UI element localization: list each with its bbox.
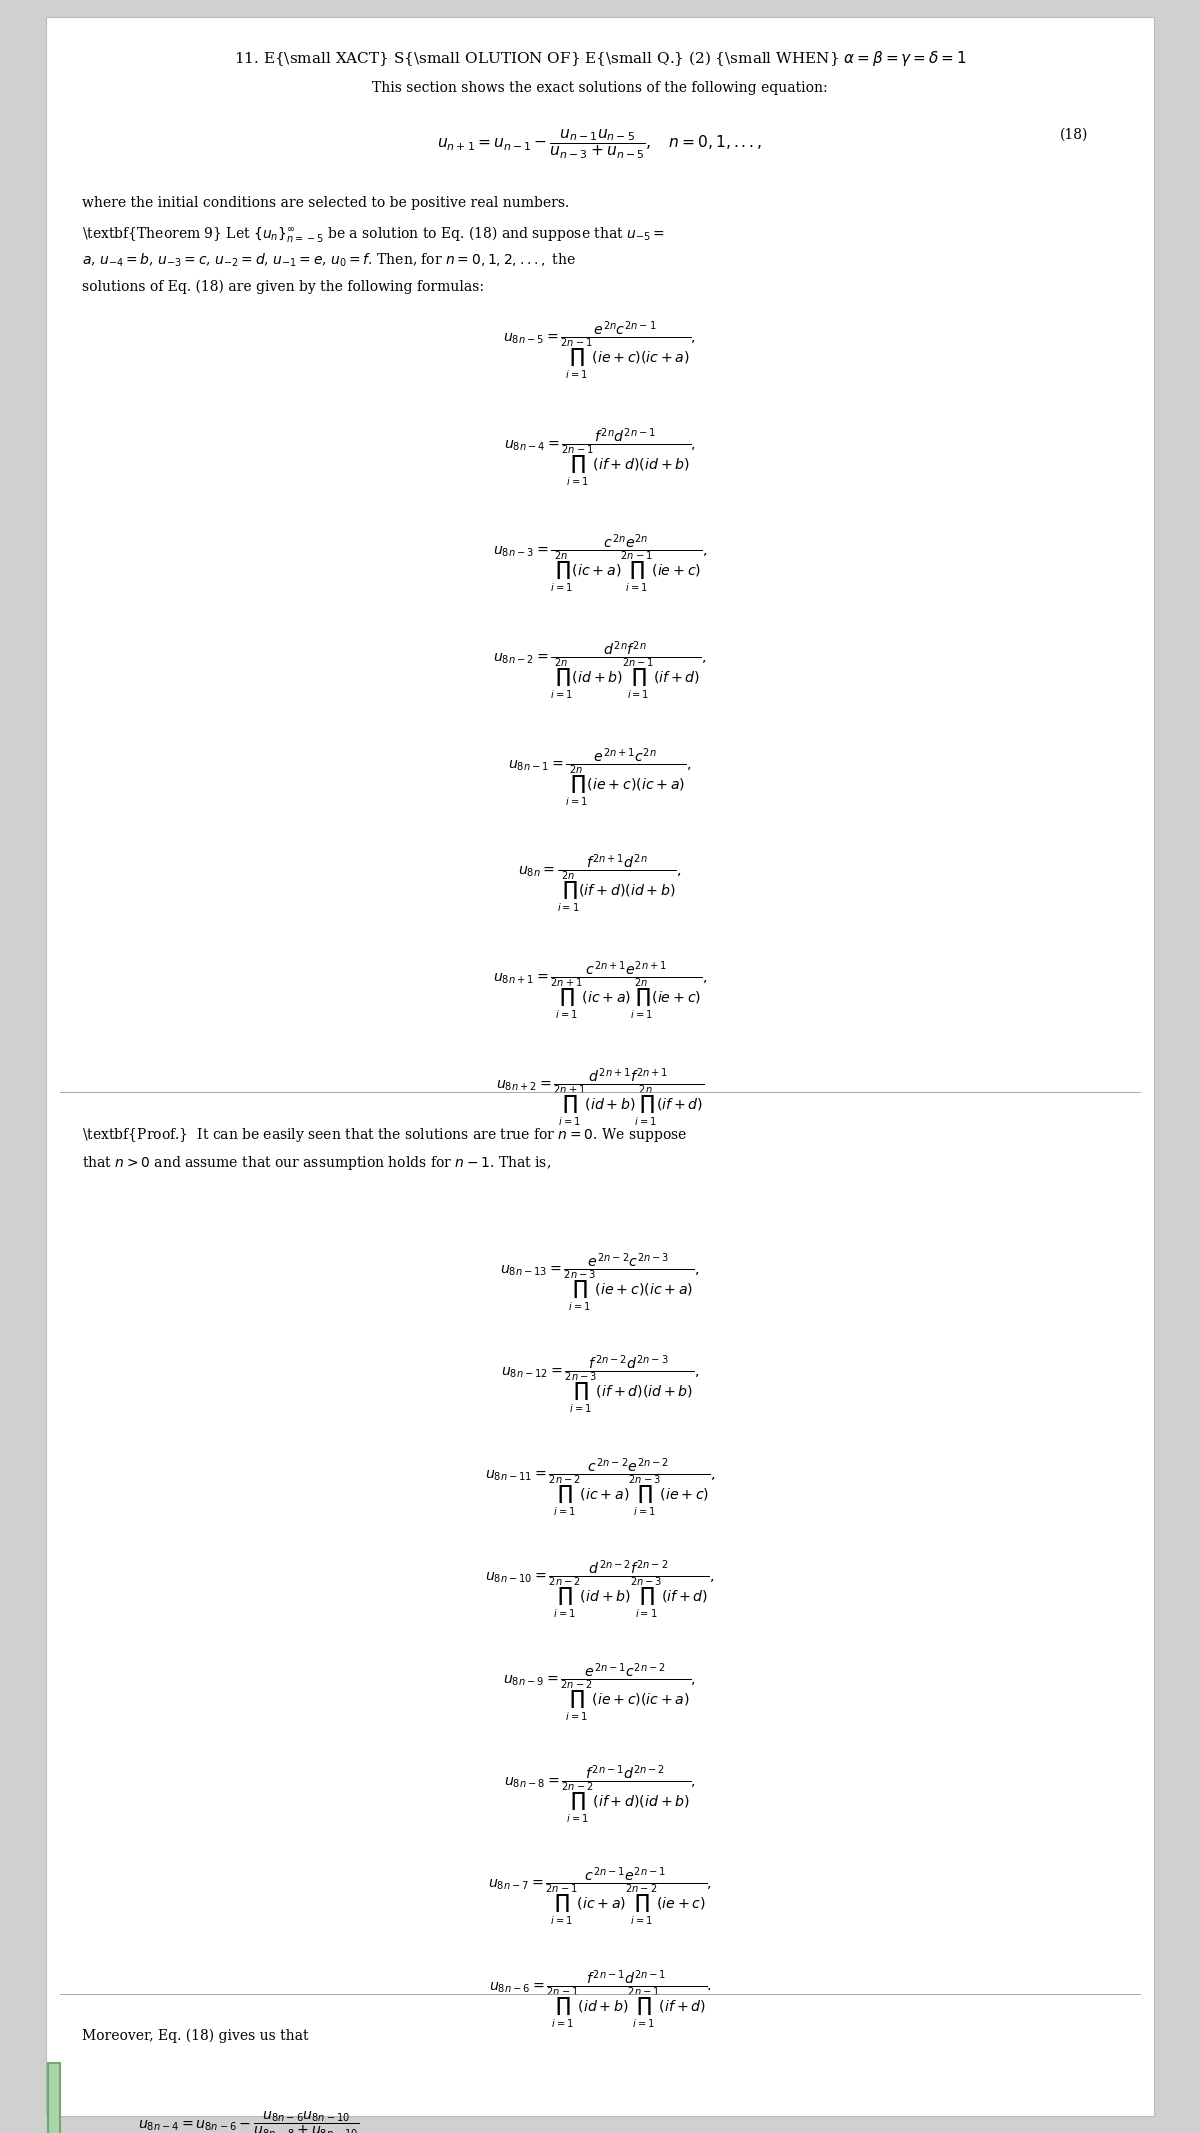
Text: Moreover, Eq. (18) gives us that: Moreover, Eq. (18) gives us that xyxy=(82,2028,308,2043)
Text: solutions of Eq. (18) are given by the following formulas:: solutions of Eq. (18) are given by the f… xyxy=(82,279,484,294)
Text: $u_{8n-3} = \dfrac{c^{2n}e^{2n}}{\prod_{i=1}^{2n}(ic+a)\prod_{i=1}^{2n-1}(ie+c)}: $u_{8n-3} = \dfrac{c^{2n}e^{2n}}{\prod_{… xyxy=(493,533,707,595)
Text: $u_{8n} = \dfrac{f^{2n+1}d^{2n}}{\prod_{i=1}^{2n}(if+d)(id+b)},$: $u_{8n} = \dfrac{f^{2n+1}d^{2n}}{\prod_{… xyxy=(518,853,682,915)
Text: $u_{8n-10} = \dfrac{d^{2n-2}f^{2n-2}}{\prod_{i=1}^{2n-2}(id+b)\prod_{i=1}^{2n-3}: $u_{8n-10} = \dfrac{d^{2n-2}f^{2n-2}}{\p… xyxy=(485,1559,715,1621)
Text: where the initial conditions are selected to be positive real numbers.: where the initial conditions are selecte… xyxy=(82,196,569,211)
Text: $u_{8n-13} = \dfrac{e^{2n-2}c^{2n-3}}{\prod_{i=1}^{2n-3}(ie+c)(ic+a)},$: $u_{8n-13} = \dfrac{e^{2n-2}c^{2n-3}}{\p… xyxy=(500,1252,700,1314)
Text: $u_{8n-11} = \dfrac{c^{2n-2}e^{2n-2}}{\prod_{i=1}^{2n-2}(ic+a)\prod_{i=1}^{2n-3}: $u_{8n-11} = \dfrac{c^{2n-2}e^{2n-2}}{\p… xyxy=(485,1457,715,1519)
Text: $u_{8n-8} = \dfrac{f^{2n-1}d^{2n-2}}{\prod_{i=1}^{2n-2}(if+d)(id+b)},$: $u_{8n-8} = \dfrac{f^{2n-1}d^{2n-2}}{\pr… xyxy=(504,1764,696,1826)
FancyBboxPatch shape xyxy=(46,17,1154,2116)
Text: $u_{n+1} = u_{n-1} - \dfrac{u_{n-1}u_{n-5}}{u_{n-3}+u_{n-5}}, \quad n=0,1,...,$: $u_{n+1} = u_{n-1} - \dfrac{u_{n-1}u_{n-… xyxy=(437,128,763,162)
FancyBboxPatch shape xyxy=(48,2063,60,2133)
Text: $u_{8n-4} = \dfrac{f^{2n}d^{2n-1}}{\prod_{i=1}^{2n-1}(if+d)(id+b)},$: $u_{8n-4} = \dfrac{f^{2n}d^{2n-1}}{\prod… xyxy=(504,427,696,488)
Text: $u_{8n+2} = \dfrac{d^{2n+1}f^{2n+1}}{\prod_{i=1}^{2n+1}(id+b)\prod_{i=1}^{2n}(if: $u_{8n+2} = \dfrac{d^{2n+1}f^{2n+1}}{\pr… xyxy=(496,1066,704,1128)
Text: $u_{8n-2} = \dfrac{d^{2n}f^{2n}}{\prod_{i=1}^{2n}(id+b)\prod_{i=1}^{2n-1}(if+d)}: $u_{8n-2} = \dfrac{d^{2n}f^{2n}}{\prod_{… xyxy=(493,640,707,702)
Text: $u_{8n-5} = \dfrac{e^{2n}c^{2n-1}}{\prod_{i=1}^{2n-1}(ie+c)(ic+a)},$: $u_{8n-5} = \dfrac{e^{2n}c^{2n-1}}{\prod… xyxy=(504,320,696,382)
Text: $u_{8n-12} = \dfrac{f^{2n-2}d^{2n-3}}{\prod_{i=1}^{2n-3}(if+d)(id+b)},$: $u_{8n-12} = \dfrac{f^{2n-2}d^{2n-3}}{\p… xyxy=(500,1354,700,1416)
Text: \textbf{Theorem 9} Let $\{u_n\}_{n=-5}^{\infty}$ be a solution to Eq. (18) and s: \textbf{Theorem 9} Let $\{u_n\}_{n=-5}^{… xyxy=(82,224,665,243)
Text: This section shows the exact solutions of the following equation:: This section shows the exact solutions o… xyxy=(372,81,828,96)
Text: $u_{8n-6} = \dfrac{f^{2n-1}d^{2n-1}}{\prod_{i=1}^{2n-1}(id+b)\prod_{i=1}^{2n-1}(: $u_{8n-6} = \dfrac{f^{2n-1}d^{2n-1}}{\pr… xyxy=(488,1969,712,2031)
Text: $a$, $u_{-4}=b$, $u_{-3}=c$, $u_{-2}=d$, $u_{-1}=e$, $u_0=f$. Then, for $n=0,1,2: $a$, $u_{-4}=b$, $u_{-3}=c$, $u_{-2}=d$,… xyxy=(82,252,576,269)
Text: $u_{8n-7} = \dfrac{c^{2n-1}e^{2n-1}}{\prod_{i=1}^{2n-1}(ic+a)\prod_{i=1}^{2n-2}(: $u_{8n-7} = \dfrac{c^{2n-1}e^{2n-1}}{\pr… xyxy=(488,1866,712,1928)
Text: $u_{8n-4} = u_{8n-6} - \dfrac{u_{8n-6}u_{8n-10}}{u_{8n-8}+u_{8n-10}}$: $u_{8n-4} = u_{8n-6} - \dfrac{u_{8n-6}u_… xyxy=(138,2110,360,2133)
Text: \textbf{Proof.}  It can be easily seen that the solutions are true for $n=0$. We: \textbf{Proof.} It can be easily seen th… xyxy=(82,1126,686,1143)
Text: $u_{8n-9} = \dfrac{e^{2n-1}c^{2n-2}}{\prod_{i=1}^{2n-2}(ie+c)(ic+a)},$: $u_{8n-9} = \dfrac{e^{2n-1}c^{2n-2}}{\pr… xyxy=(504,1662,696,1723)
Text: that $n>0$ and assume that our assumption holds for $n-1$. That is,: that $n>0$ and assume that our assumptio… xyxy=(82,1154,551,1171)
Text: (18): (18) xyxy=(1060,128,1088,143)
Text: $u_{8n-1} = \dfrac{e^{2n+1}c^{2n}}{\prod_{i=1}^{2n}(ie+c)(ic+a)},$: $u_{8n-1} = \dfrac{e^{2n+1}c^{2n}}{\prod… xyxy=(509,747,691,808)
Text: 11. E{\small XACT} S{\small OLUTION OF} E{\small Q.} (2) {\small WHEN} $\alpha=\: 11. E{\small XACT} S{\small OLUTION OF} … xyxy=(234,49,966,68)
Text: $u_{8n+1} = \dfrac{c^{2n+1}e^{2n+1}}{\prod_{i=1}^{2n+1}(ic+a)\prod_{i=1}^{2n}(ie: $u_{8n+1} = \dfrac{c^{2n+1}e^{2n+1}}{\pr… xyxy=(493,960,707,1022)
